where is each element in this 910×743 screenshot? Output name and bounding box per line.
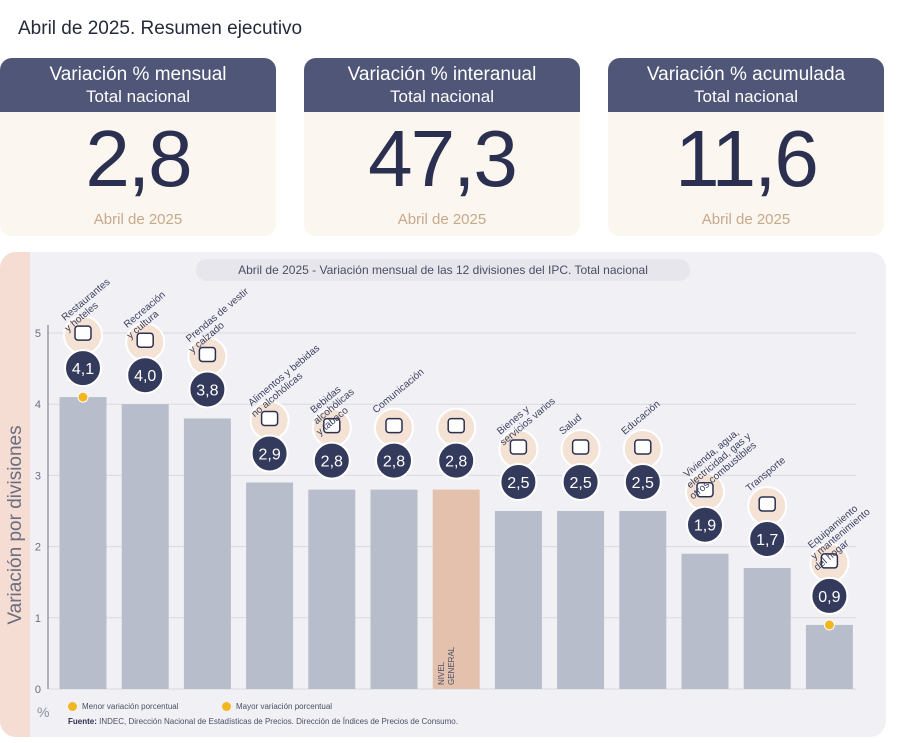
- highlight-marker: [823, 619, 835, 631]
- icon-shape: [136, 332, 154, 348]
- value-badge: [437, 441, 476, 480]
- bar: [59, 397, 107, 689]
- y-tick-label: 1: [35, 613, 41, 625]
- bar: [308, 489, 356, 689]
- data-label: 3,8: [196, 382, 218, 399]
- category-label: GENERAL: [447, 646, 456, 685]
- icon-shape: [758, 496, 776, 512]
- kpi-value: 47,3: [368, 114, 518, 203]
- kpi-card-acumulada: Variación % acumulada Total nacional 11,…: [608, 58, 884, 236]
- icon-shape: [509, 439, 528, 455]
- value-badge: [810, 576, 849, 615]
- value-badge: [499, 463, 538, 501]
- highlight-marker: [77, 391, 89, 403]
- icon-shape: [571, 439, 590, 455]
- kpi-subtitle: Total nacional: [390, 87, 494, 106]
- bar: [805, 624, 853, 689]
- legend-min-label: Menor variación porcentual: [82, 702, 179, 711]
- data-label: 2,9: [258, 447, 280, 464]
- value-badge: [64, 349, 102, 388]
- value-badge: [686, 505, 724, 544]
- bar: [121, 404, 169, 689]
- icon-shape: [323, 417, 341, 434]
- kpi-date: Abril de 2025: [701, 211, 791, 228]
- kpi-date: Abril de 2025: [93, 211, 183, 228]
- kpi-header: Variación % acumulada Total nacional: [608, 58, 884, 112]
- kpi-subtitle: Total nacional: [86, 87, 190, 106]
- data-label: 4,0: [134, 368, 156, 385]
- icon-shape: [198, 346, 217, 363]
- icon-shape: [820, 553, 839, 569]
- kpi-body: 2,8 Abril de 2025: [0, 112, 276, 236]
- kpi-card-interanual: Variación % interanual Total nacional 47…: [304, 58, 580, 236]
- value-badge: [188, 370, 227, 409]
- kpi-header: Variación % interanual Total nacional: [304, 58, 580, 112]
- source-note: Fuente: INDEC, Dirección Nacional de Est…: [68, 717, 458, 726]
- data-label: 2,5: [569, 475, 591, 492]
- kpi-body: 11,6 Abril de 2025: [608, 112, 884, 236]
- value-badge: [126, 356, 165, 395]
- icon-shape: [74, 325, 92, 341]
- data-label: 1,7: [756, 532, 778, 549]
- kpi-subtitle: Total nacional: [694, 87, 798, 106]
- value-badge: [748, 519, 787, 558]
- unit-label: %: [37, 704, 50, 720]
- legend-max-label: Mayor variación porcentual: [236, 702, 333, 711]
- kpi-value: 2,8: [85, 114, 192, 203]
- bar: [681, 553, 729, 689]
- data-label: 0,9: [818, 589, 840, 606]
- data-label: 2,8: [445, 454, 467, 471]
- icon-shape: [696, 481, 714, 498]
- data-label: 2,8: [383, 454, 405, 471]
- source-label: Fuente:: [68, 717, 97, 726]
- legend-min: Menor variación porcentual: [68, 702, 179, 711]
- data-label: 2,8: [321, 454, 343, 471]
- icon-shape: [385, 417, 403, 434]
- kpi-card-mensual: Variación % mensual Total nacional 2,8 A…: [0, 58, 276, 236]
- value-badge: [623, 463, 662, 501]
- bar: [743, 567, 791, 689]
- chart-title: Abril de 2025 - Variación mensual de las…: [196, 259, 690, 281]
- icon-shape: [447, 417, 465, 434]
- data-label: 2,5: [507, 475, 529, 492]
- bar: [246, 482, 294, 689]
- legend-dot-max: [222, 702, 231, 711]
- y-tick-label: 3: [35, 470, 41, 482]
- kpi-date: Abril de 2025: [397, 211, 487, 228]
- icon-shape: [634, 439, 652, 455]
- value-badge: [561, 463, 600, 501]
- source-text: INDEC, Dirección Nacional de Estadística…: [99, 717, 458, 726]
- y-tick-label: 2: [35, 542, 41, 554]
- bar: [370, 489, 418, 689]
- kpi-value: 11,6: [675, 114, 819, 203]
- value-badge: [375, 441, 413, 480]
- bar: [494, 511, 542, 689]
- chart-panel: Variación por divisiones Abril de 2025 -…: [0, 252, 886, 737]
- kpi-title: Variación % mensual: [49, 64, 227, 85]
- y-tick-label: 5: [35, 328, 41, 340]
- bar: [183, 418, 231, 689]
- category-label: Alimentos y bebidas: [246, 343, 322, 409]
- data-label: 2,5: [632, 475, 654, 492]
- kpi-header: Variación % mensual Total nacional: [0, 58, 276, 112]
- page-title: Abril de 2025. Resumen ejecutivo: [18, 18, 303, 39]
- kpi-title: Variación % acumulada: [646, 64, 846, 85]
- y-tick-label: 0: [35, 684, 41, 696]
- kpi-body: 47,3 Abril de 2025: [304, 112, 580, 236]
- side-strip: [0, 252, 30, 737]
- category-label: NIVEL: [437, 661, 446, 685]
- kpi-title: Variación % interanual: [347, 64, 537, 85]
- value-badge: [312, 441, 351, 480]
- icon-shape: [260, 410, 279, 427]
- legend-max: Mayor variación porcentual: [222, 702, 332, 711]
- bar: [557, 511, 605, 689]
- data-label: 4,1: [72, 361, 94, 378]
- data-label: 1,9: [694, 518, 716, 535]
- bar: [432, 489, 480, 689]
- y-tick-label: 4: [35, 399, 41, 411]
- bar: [619, 511, 667, 689]
- value-badge: [250, 434, 289, 473]
- legend-dot-min: [68, 702, 77, 711]
